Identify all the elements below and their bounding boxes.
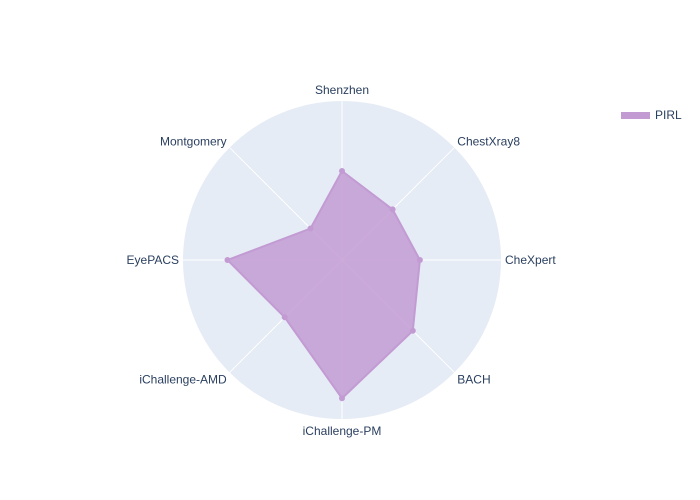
data-point-chexpert[interactable] — [416, 257, 423, 263]
data-point-chestxray8[interactable] — [389, 206, 396, 213]
axis-label-shenzhen: Shenzhen — [315, 83, 369, 97]
data-point-ichallenge-pm[interactable] — [339, 395, 345, 402]
axis-label-bach: BACH — [457, 372, 490, 386]
axis-label-ichallenge-pm: iChallenge-PM — [303, 424, 382, 438]
series-layer — [224, 168, 423, 402]
axis-label-chexpert: CheXpert — [505, 253, 556, 267]
data-point-bach[interactable] — [409, 327, 416, 334]
axis-label-eyepacs: EyePACS — [127, 253, 179, 267]
data-point-eyepacs[interactable] — [224, 257, 231, 263]
data-point-montgomery[interactable] — [307, 225, 314, 232]
axis-label-ichallenge-amd: iChallenge-AMD — [139, 372, 227, 386]
legend-label-pirl[interactable]: PIRL — [655, 108, 682, 122]
angular-axis-labels: Shenzhen ChestXray8 CheXpert BACH iChallenge… — [127, 83, 557, 438]
data-point-ichallenge-amd[interactable] — [281, 314, 288, 321]
axis-label-montgomery: Montgomery — [160, 135, 227, 149]
legend[interactable]: PIRL — [621, 108, 682, 122]
axis-label-chestxray8: ChestXray8 — [457, 135, 520, 149]
legend-marker-pirl — [632, 112, 639, 119]
data-point-shenzhen[interactable] — [339, 168, 345, 174]
